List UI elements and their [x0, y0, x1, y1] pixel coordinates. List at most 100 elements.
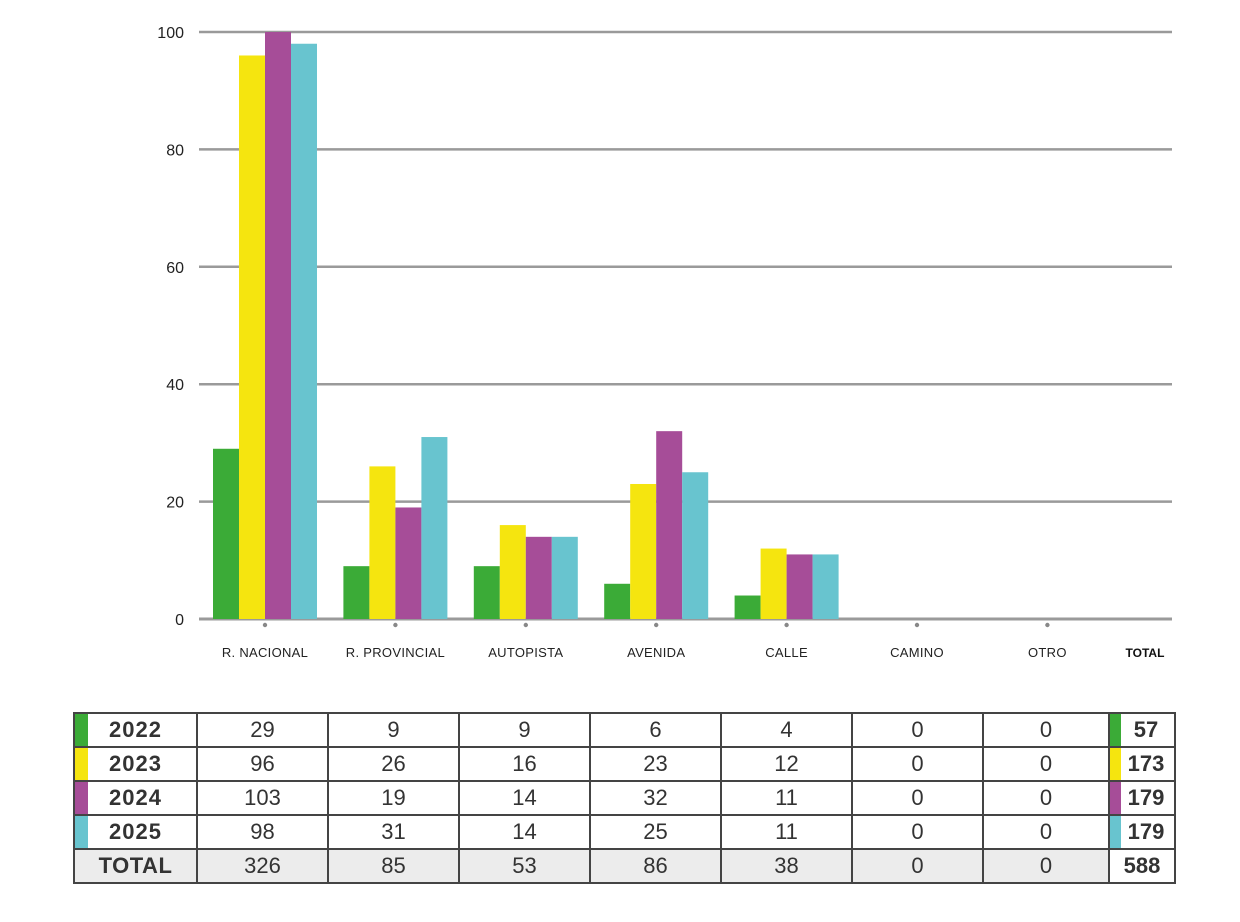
- legend-swatch: [1110, 714, 1121, 746]
- legend-swatch: [75, 816, 88, 848]
- row-total-value: 57: [1133, 717, 1159, 742]
- year-cell: 2022: [73, 712, 198, 748]
- value-cell: 9: [458, 712, 591, 748]
- value-cell: 11: [720, 780, 853, 816]
- bar-2025-4: [812, 554, 839, 619]
- value-cell: 23: [589, 746, 722, 782]
- year-label: 2025: [109, 819, 162, 844]
- year-label: 2022: [109, 717, 162, 742]
- total-row-label: TOTAL: [73, 848, 198, 884]
- bar-2023-3: [630, 483, 657, 619]
- value-cell: 0: [851, 712, 984, 748]
- value-cell: 0: [851, 814, 984, 850]
- value-cell: 26: [327, 746, 460, 782]
- value-cell: 0: [982, 746, 1110, 782]
- y-tick-label: 100: [157, 25, 184, 42]
- bar-2024-0: [265, 32, 291, 619]
- row-total-value: 179: [1127, 819, 1165, 844]
- bar-2025-1: [421, 437, 448, 619]
- x-tick-label: CALLE: [765, 645, 808, 660]
- value-cell: 11: [720, 814, 853, 850]
- value-cell: 6: [589, 712, 722, 748]
- value-cell: 0: [851, 746, 984, 782]
- bar-chart: 100 80 60 40 20 0 R. NACIONAL R. PROVINCIAL AUTO…: [157, 25, 1172, 660]
- bar-2022-2: [473, 566, 500, 619]
- y-tick-label: 40: [166, 377, 184, 394]
- total-value-cell: 38: [720, 848, 853, 884]
- x-tick-mark: [523, 622, 528, 628]
- legend-swatch: [1110, 816, 1121, 848]
- year-cell: 2025: [73, 814, 198, 850]
- bar-2023-2: [499, 525, 526, 619]
- value-cell: 32: [589, 780, 722, 816]
- table-row: 2023 96 26 16 23 12 0 0 173: [73, 746, 1176, 782]
- x-tick-mark: [654, 622, 659, 628]
- x-tick-mark: [914, 622, 920, 628]
- bar-2022-1: [343, 566, 370, 619]
- y-tick-label: 20: [166, 495, 184, 512]
- value-cell: 98: [196, 814, 329, 850]
- row-total-cell: 173: [1108, 746, 1176, 782]
- grand-total-cell: 588: [1108, 848, 1176, 884]
- total-value-cell: 86: [589, 848, 722, 884]
- chart-bars: [213, 32, 839, 620]
- value-cell: 16: [458, 746, 591, 782]
- row-total-value: 179: [1127, 785, 1165, 810]
- table-row: 2025 98 31 14 25 11 0 0 179: [73, 814, 1176, 850]
- value-cell: 0: [982, 780, 1110, 816]
- x-tick-label: R. NACIONAL: [222, 645, 308, 660]
- total-value-cell: 326: [196, 848, 329, 884]
- row-total-cell: 179: [1108, 780, 1176, 816]
- legend-swatch: [75, 782, 88, 814]
- x-tick-mark: [393, 622, 398, 628]
- value-cell: 0: [982, 814, 1110, 850]
- bar-2022-3: [604, 583, 631, 619]
- bar-2023-0: [239, 55, 265, 620]
- value-cell: 0: [982, 712, 1110, 748]
- bar-2023-4: [760, 548, 787, 619]
- legend-swatch: [1110, 748, 1121, 780]
- row-total-cell: 179: [1108, 814, 1176, 850]
- table-row: 2022 29 9 9 6 4 0 0 57: [73, 712, 1176, 748]
- bar-2024-4: [786, 554, 813, 619]
- bar-2025-3: [682, 472, 709, 619]
- legend-swatch: [1110, 782, 1121, 814]
- value-cell: 103: [196, 780, 329, 816]
- x-tick-mark: [262, 622, 268, 628]
- row-total-cell: 57: [1108, 712, 1176, 748]
- value-cell: 14: [458, 814, 591, 850]
- total-value-cell: 0: [851, 848, 984, 884]
- bar-2025-0: [291, 43, 317, 620]
- x-tick-label: AUTOPISTA: [488, 645, 563, 660]
- value-cell: 4: [720, 712, 853, 748]
- x-tick-mark: [784, 622, 789, 628]
- bar-2025-2: [551, 536, 578, 619]
- x-tick-label: CAMINO: [890, 645, 944, 660]
- total-value-cell: 0: [982, 848, 1110, 884]
- value-cell: 31: [327, 814, 460, 850]
- legend-swatch: [75, 748, 88, 780]
- value-cell: 29: [196, 712, 329, 748]
- bar-2024-3: [656, 431, 683, 619]
- y-tick-label: 80: [166, 142, 184, 159]
- value-cell: 96: [196, 746, 329, 782]
- value-cell: 25: [589, 814, 722, 850]
- total-value-cell: 85: [327, 848, 460, 884]
- bar-2023-1: [369, 466, 396, 619]
- y-tick-label: 0: [175, 612, 184, 629]
- year-cell: 2024: [73, 780, 198, 816]
- year-label: 2024: [109, 785, 162, 810]
- x-tick-label: AVENIDA: [627, 645, 685, 660]
- row-total-value: 173: [1127, 751, 1165, 776]
- x-tick-label: OTRO: [1028, 645, 1067, 660]
- value-cell: 19: [327, 780, 460, 816]
- year-cell: 2023: [73, 746, 198, 782]
- chart-axis: 100 80 60 40 20 0 R. NACIONAL R. PROVINCIAL AUTO…: [157, 25, 1164, 660]
- value-cell: 12: [720, 746, 853, 782]
- table-row: 2024 103 19 14 32 11 0 0 179: [73, 780, 1176, 816]
- year-label: 2023: [109, 751, 162, 776]
- bar-2024-2: [525, 536, 552, 619]
- y-tick-label: 60: [166, 260, 184, 277]
- x-tick-label: R. PROVINCIAL: [346, 645, 445, 660]
- total-value-cell: 53: [458, 848, 591, 884]
